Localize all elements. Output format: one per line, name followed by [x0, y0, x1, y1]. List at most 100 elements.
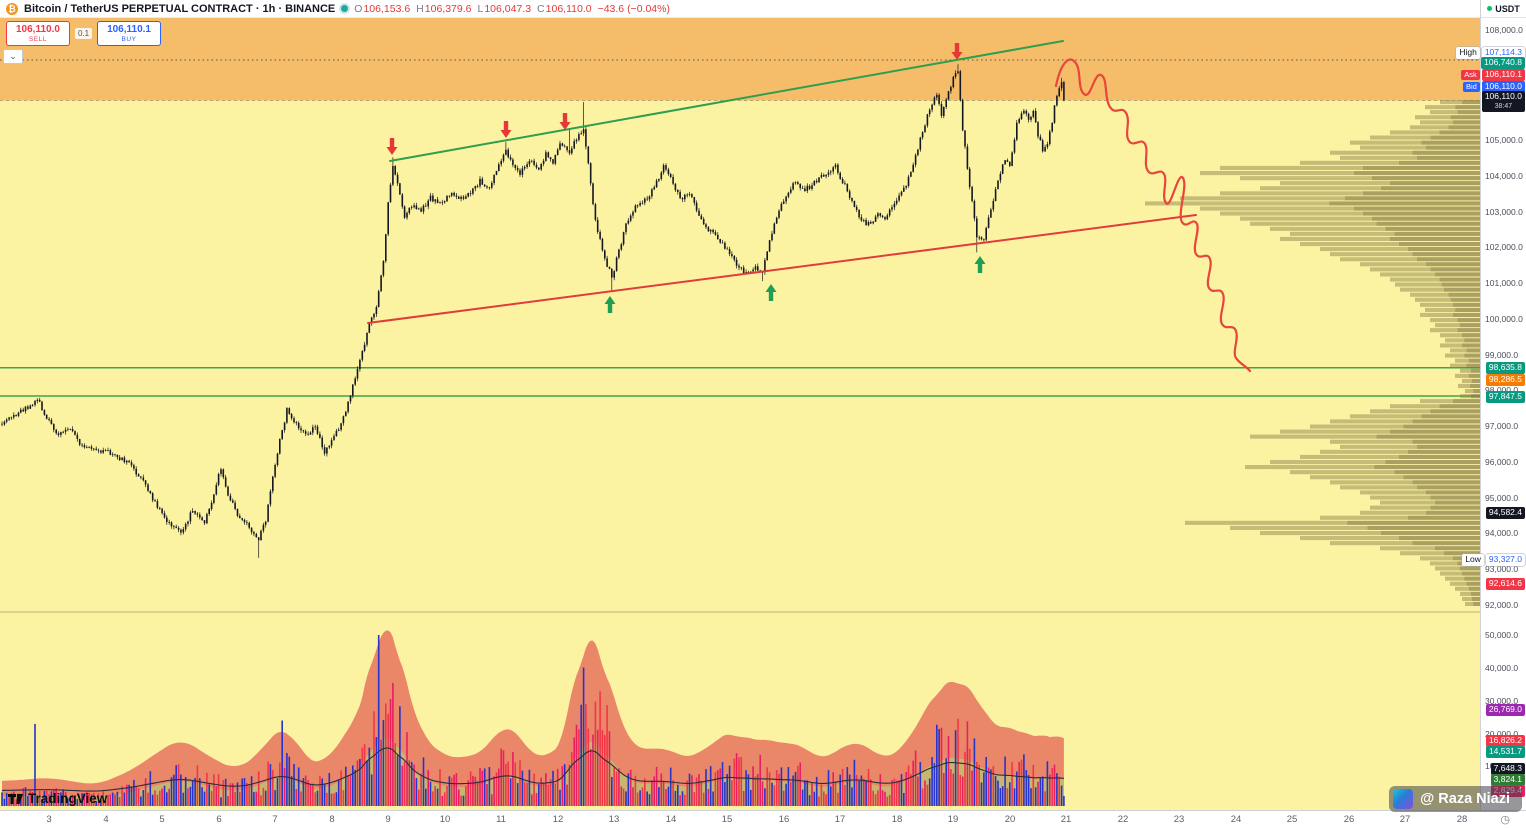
sell-signal-arrow-icon[interactable] — [500, 121, 512, 138]
time-label: 4 — [103, 814, 109, 825]
time-label: 14 — [665, 814, 677, 825]
time-label: 27 — [1399, 814, 1411, 825]
price-badge: 7,648.3 — [1490, 763, 1525, 775]
price-badge: 16,826.2 — [1485, 735, 1525, 747]
time-label: 28 — [1456, 814, 1468, 825]
collapse-trade-panel-button[interactable]: ⌄ — [3, 49, 23, 64]
time-label: 18 — [891, 814, 903, 825]
price-badge: 92,614.6 — [1485, 578, 1525, 590]
time-label: 24 — [1230, 814, 1242, 825]
price-label: 95,000.0 — [1485, 493, 1519, 503]
tradingview-logo[interactable]: TradingView — [8, 791, 107, 806]
price-badge: 98,286.5 — [1485, 374, 1525, 386]
tradingview-logo-text: TradingView — [28, 791, 108, 806]
time-label: 17 — [834, 814, 846, 825]
volume-profile — [1145, 100, 1480, 606]
volume-label: 40,000.0 — [1485, 663, 1519, 673]
sell-signal-arrow-icon[interactable] — [386, 138, 398, 155]
time-label: 11 — [496, 814, 506, 825]
time-label: 8 — [329, 814, 335, 825]
price-label: 103,000.0 — [1485, 207, 1523, 217]
time-label: 22 — [1117, 814, 1129, 825]
price-badge: 26,769.0 — [1485, 704, 1525, 716]
sell-signal-arrow-icon[interactable] — [951, 43, 963, 60]
spread-value: 0.1 — [74, 27, 93, 39]
price-badge: 106,740.8 — [1481, 57, 1525, 69]
current-price-badge: 106,110.0 38:47 — [1481, 91, 1525, 112]
buy-signal-arrow-icon[interactable] — [974, 256, 986, 273]
chart-header: ₿ Bitcoin / TetherUS PERPETUAL CONTRACT … — [0, 0, 1480, 17]
projection-drawing[interactable] — [1054, 58, 1252, 373]
price-label: 104,000.0 — [1485, 171, 1523, 181]
hilo-price-badge: Low 93,327.0 — [1462, 554, 1525, 566]
time-label: 9 — [385, 814, 391, 825]
candlestick-series — [1, 71, 1065, 541]
time-label: 12 — [552, 814, 564, 825]
price-label: 100,000.0 — [1485, 314, 1523, 324]
sell-button[interactable]: 106,110.0 SELL — [6, 21, 70, 46]
time-label: 26 — [1343, 814, 1355, 825]
price-axis[interactable]: USDT 108,000.0 105,000.0 104,000.0 103,000.… — [1456, 0, 1526, 810]
watermark-logo-icon — [1393, 789, 1414, 809]
currency-label: USDT — [1495, 3, 1520, 14]
sell-signal-arrow-icon[interactable] — [559, 113, 571, 130]
buy-signal-arrow-icon[interactable] — [604, 296, 616, 313]
time-label: 10 — [439, 814, 451, 825]
time-label: 13 — [608, 814, 620, 825]
askbid-price-badge: Ask 106,110.1 — [1461, 69, 1525, 81]
ohlc-values: O106,153.6 H106,379.6 L106,047.3 C106,11… — [354, 2, 670, 15]
askbid-price-badge: Bid 106,110.0 — [1462, 81, 1525, 93]
price-label: 102,000.0 — [1485, 242, 1523, 252]
time-label: 5 — [159, 814, 165, 825]
supply-zone[interactable] — [0, 18, 1480, 101]
price-label: 96,000.0 — [1485, 457, 1519, 467]
volume-ma-line — [1, 747, 1064, 792]
chart-canvas[interactable] — [0, 0, 1480, 810]
symbol-logo-icon: ₿ — [6, 2, 18, 15]
volume-bars — [1, 635, 1065, 806]
watermark: @ Raza Niazi — [1389, 786, 1522, 812]
price-label: 105,000.0 — [1485, 135, 1523, 145]
price-badge: 14,531.7 — [1485, 746, 1525, 758]
time-label: 23 — [1173, 814, 1185, 825]
price-badge: 94,582.4 — [1485, 507, 1525, 519]
clock-icon[interactable]: ◷ — [1500, 814, 1510, 826]
time-label: 20 — [1004, 814, 1016, 825]
hilo-price-badge: High 107,114.3 — [1456, 47, 1525, 59]
resistance-trendline[interactable] — [389, 40, 1064, 162]
price-badge: 98,635.8 — [1485, 362, 1525, 374]
time-axis[interactable]: ◷ 3 4 5 6 7 8 9 10 11 12 13 14 15 16 17 18 19 20 21 22 23 24 2… — [0, 810, 1526, 828]
time-label: 19 — [947, 814, 959, 825]
buy-button[interactable]: 106,110.1 BUY — [97, 21, 161, 46]
volume-label: 50,000.0 — [1485, 630, 1519, 640]
time-label: 3 — [46, 814, 52, 825]
time-label: 21 — [1060, 814, 1072, 825]
axis-currency[interactable]: USDT — [1481, 0, 1526, 18]
price-label: 93,000.0 — [1485, 564, 1519, 574]
tradingview-mark-icon — [8, 794, 23, 804]
volume-label: 30,000.0 — [1485, 696, 1519, 706]
chart-background — [0, 0, 1480, 810]
price-badge: 3,824.1 — [1490, 774, 1525, 786]
price-label: 99,000.0 — [1485, 350, 1519, 360]
volume-label: 20,000.0 — [1485, 729, 1519, 739]
buy-signal-arrow-icon[interactable] — [765, 284, 777, 301]
price-label: 94,000.0 — [1485, 528, 1519, 538]
symbol-title[interactable]: Bitcoin / TetherUS PERPETUAL CONTRACT · … — [24, 2, 336, 15]
time-label: 16 — [778, 814, 790, 825]
price-label: 101,000.0 — [1485, 278, 1523, 288]
time-label: 6 — [216, 814, 222, 825]
price-label: 98,000.0 — [1485, 385, 1519, 395]
watermark-text: @ Raza Niazi — [1420, 791, 1510, 807]
price-label: 92,000.0 — [1485, 600, 1519, 610]
market-status-icon — [341, 5, 349, 12]
currency-dot-icon — [1487, 6, 1493, 11]
price-badge: 97,847.5 — [1485, 391, 1525, 403]
price-label: 108,000.0 — [1485, 25, 1523, 35]
time-label: 15 — [721, 814, 733, 825]
price-change: −43.6 (−0.04%) — [597, 2, 670, 15]
time-label: 25 — [1286, 814, 1298, 825]
support-trendline[interactable] — [367, 214, 1197, 324]
buy-sell-panel: 106,110.0 SELL 0.1 106,110.1 BUY — [6, 21, 161, 46]
price-label: 97,000.0 — [1485, 421, 1519, 431]
